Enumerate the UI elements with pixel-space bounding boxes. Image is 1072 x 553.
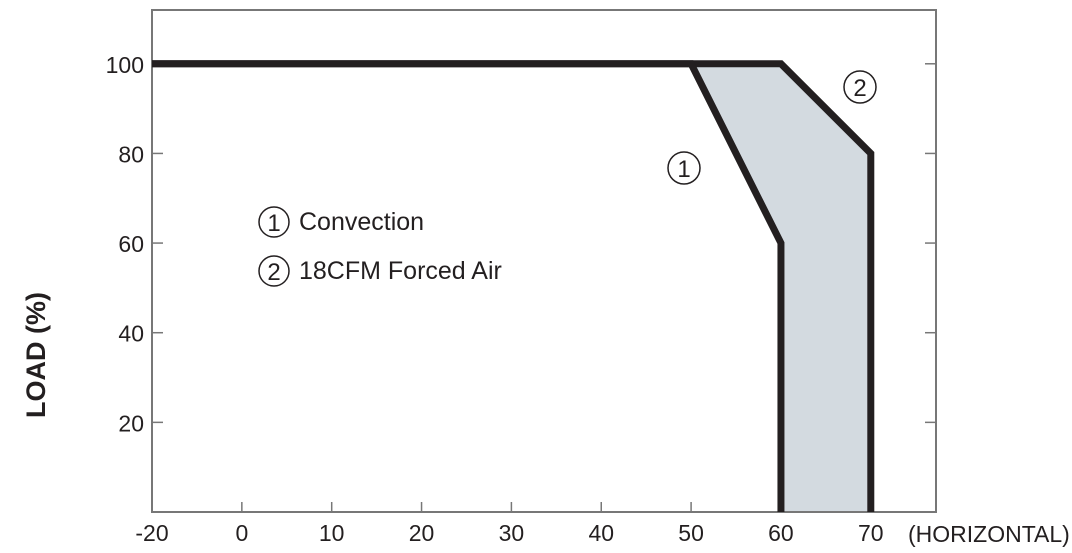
x-tick-label: 30 — [499, 520, 525, 546]
legend-label: Convection — [299, 208, 424, 236]
x-axis-label: (HORIZONTAL) — [908, 521, 1070, 547]
legend-label: 18CFM Forced Air — [299, 257, 502, 285]
annotation-1-label: 1 — [677, 156, 690, 183]
x-tick-label: 50 — [678, 520, 704, 546]
x-tick-label: 0 — [235, 520, 248, 546]
x-tick-label: 20 — [409, 520, 435, 546]
curve-annotation-1: 1 — [667, 151, 701, 185]
plot-frame — [151, 9, 937, 513]
x-tick-label: 10 — [319, 520, 345, 546]
x-tick-label: 60 — [768, 520, 794, 546]
legend: 1 Convection 2 18CFM Forced Air — [258, 206, 502, 287]
annotation-1-circle — [667, 151, 701, 185]
y-tick-label: 20 — [118, 410, 144, 436]
y-tick-label: 40 — [118, 321, 144, 347]
marker-2-circle — [258, 255, 290, 287]
x-tick-label: -20 — [135, 520, 168, 546]
series-convection-line — [152, 60, 785, 512]
annotation-2-label: 2 — [853, 75, 866, 102]
legend-item-forced-air: 2 18CFM Forced Air — [258, 255, 502, 287]
y-tick-label: 60 — [118, 231, 144, 257]
marker-1-circle — [258, 206, 290, 238]
x-tick-label: 40 — [588, 520, 614, 546]
y-axis-label: LOAD (%) — [21, 292, 51, 418]
legend-item-convection: 1 Convection — [258, 206, 424, 238]
x-tick-label: 70 — [858, 520, 884, 546]
legend-marker: 1 — [267, 210, 280, 237]
legend-marker: 2 — [267, 259, 280, 286]
annotation-2-circle — [843, 70, 877, 104]
y-tick-label: 80 — [118, 141, 144, 167]
y-tick-label: 100 — [106, 52, 144, 78]
shaded-region — [691, 63, 871, 513]
curve-annotation-2: 2 — [843, 70, 877, 104]
